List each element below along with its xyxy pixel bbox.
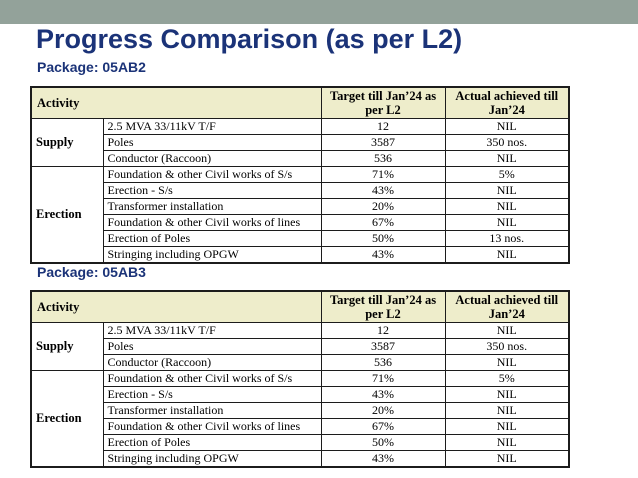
- actual-cell: NIL: [444, 118, 570, 135]
- activity-cell: Poles: [102, 134, 322, 151]
- target-cell: 3587: [320, 338, 446, 355]
- activity-cell: Poles: [102, 338, 322, 355]
- table-row: Stringing including OPGW 43% NIL: [31, 246, 570, 264]
- target-cell: 12: [320, 322, 446, 339]
- table-row: Foundation & other Civil works of lines …: [31, 214, 570, 231]
- actual-cell: 5%: [444, 166, 570, 183]
- column-header-activity: Activity: [30, 86, 322, 119]
- group-cell-supply: Supply: [30, 322, 104, 371]
- activity-cell: Conductor (Raccoon): [102, 150, 322, 167]
- table-row: Conductor (Raccoon) 536 NIL: [31, 354, 570, 371]
- table-header-row: Activity Target till Jan’24 as per L2 Ac…: [30, 86, 570, 119]
- column-header-target: Target till Jan’24 as per L2: [320, 86, 446, 119]
- actual-cell: NIL: [444, 150, 570, 167]
- table-row: Supply 2.5 MVA 33/11kV T/F 12 NIL: [30, 322, 570, 371]
- slide-accent-top-bar: [0, 0, 638, 24]
- target-cell: 20%: [320, 402, 446, 419]
- activity-cell: Foundation & other Civil works of S/s: [102, 370, 322, 387]
- activity-cell: 2.5 MVA 33/11kV T/F: [102, 118, 322, 135]
- target-cell: 50%: [320, 230, 446, 247]
- target-cell: 71%: [320, 370, 446, 387]
- activity-cell: Foundation & other Civil works of lines: [102, 418, 322, 435]
- table-row: Erection Foundation & other Civil works …: [30, 370, 570, 468]
- actual-cell: NIL: [444, 198, 570, 215]
- activity-cell: Transformer installation: [102, 198, 322, 215]
- actual-cell: 350 nos.: [444, 134, 570, 151]
- target-cell: 536: [320, 150, 446, 167]
- table-row: Erection - S/s 43% NIL: [31, 386, 570, 403]
- target-cell: 43%: [320, 386, 446, 403]
- target-cell: 67%: [320, 214, 446, 231]
- activity-cell: Foundation & other Civil works of S/s: [102, 166, 322, 183]
- target-cell: 12: [320, 118, 446, 135]
- activity-cell: Erection - S/s: [102, 386, 322, 403]
- package-label-05ab3: Package: 05AB3: [37, 264, 146, 280]
- column-header-actual: Actual achieved till Jan’24: [444, 290, 570, 323]
- table-row: Poles 3587 350 nos.: [31, 338, 570, 355]
- target-cell: 3587: [320, 134, 446, 151]
- table-row: Transformer installation 20% NIL: [31, 198, 570, 215]
- activity-cell: Erection of Poles: [102, 230, 322, 247]
- target-cell: 43%: [320, 246, 446, 264]
- table-row: Supply 2.5 MVA 33/11kV T/F 12 NIL: [30, 118, 570, 167]
- table-row: Conductor (Raccoon) 536 NIL: [31, 150, 570, 167]
- activity-cell: Stringing including OPGW: [102, 450, 322, 468]
- target-cell: 50%: [320, 434, 446, 451]
- column-header-actual: Actual achieved till Jan’24: [444, 86, 570, 119]
- group-cell-supply: Supply: [30, 118, 104, 167]
- target-cell: 536: [320, 354, 446, 371]
- target-cell: 43%: [320, 182, 446, 199]
- progress-table-05ab2: Activity Target till Jan’24 as per L2 Ac…: [30, 86, 571, 264]
- activity-cell: Erection of Poles: [102, 434, 322, 451]
- actual-cell: 350 nos.: [444, 338, 570, 355]
- actual-cell: NIL: [444, 402, 570, 419]
- target-cell: 71%: [320, 166, 446, 183]
- table-row: Erection Foundation & other Civil works …: [30, 166, 570, 264]
- actual-cell: NIL: [444, 386, 570, 403]
- table-row: Foundation & other Civil works of lines …: [31, 418, 570, 435]
- activity-cell: Conductor (Raccoon): [102, 354, 322, 371]
- table-row: Erection - S/s 43% NIL: [31, 182, 570, 199]
- activity-cell: 2.5 MVA 33/11kV T/F: [102, 322, 322, 339]
- package-label-05ab2: Package: 05AB2: [37, 59, 146, 75]
- target-cell: 43%: [320, 450, 446, 468]
- activity-cell: Foundation & other Civil works of lines: [102, 214, 322, 231]
- page-title: Progress Comparison (as per L2): [36, 24, 463, 54]
- group-cell-erection: Erection: [30, 370, 104, 468]
- activity-cell: Erection - S/s: [102, 182, 322, 199]
- table-row: Stringing including OPGW 43% NIL: [31, 450, 570, 468]
- actual-cell: NIL: [444, 214, 570, 231]
- actual-cell: NIL: [444, 246, 570, 264]
- column-header-target: Target till Jan’24 as per L2: [320, 290, 446, 323]
- table-row: Erection of Poles 50% 13 nos.: [31, 230, 570, 247]
- actual-cell: 5%: [444, 370, 570, 387]
- activity-cell: Transformer installation: [102, 402, 322, 419]
- table-row: Erection of Poles 50% NIL: [31, 434, 570, 451]
- actual-cell: 13 nos.: [444, 230, 570, 247]
- actual-cell: NIL: [444, 434, 570, 451]
- target-cell: 67%: [320, 418, 446, 435]
- table-row: Transformer installation 20% NIL: [31, 402, 570, 419]
- activity-cell: Stringing including OPGW: [102, 246, 322, 264]
- actual-cell: NIL: [444, 354, 570, 371]
- table-header-row: Activity Target till Jan’24 as per L2 Ac…: [30, 290, 570, 323]
- table-row: Poles 3587 350 nos.: [31, 134, 570, 151]
- group-cell-erection: Erection: [30, 166, 104, 264]
- target-cell: 20%: [320, 198, 446, 215]
- actual-cell: NIL: [444, 418, 570, 435]
- progress-table-05ab3: Activity Target till Jan’24 as per L2 Ac…: [30, 290, 571, 468]
- actual-cell: NIL: [444, 322, 570, 339]
- column-header-activity: Activity: [30, 290, 322, 323]
- actual-cell: NIL: [444, 182, 570, 199]
- actual-cell: NIL: [444, 450, 570, 468]
